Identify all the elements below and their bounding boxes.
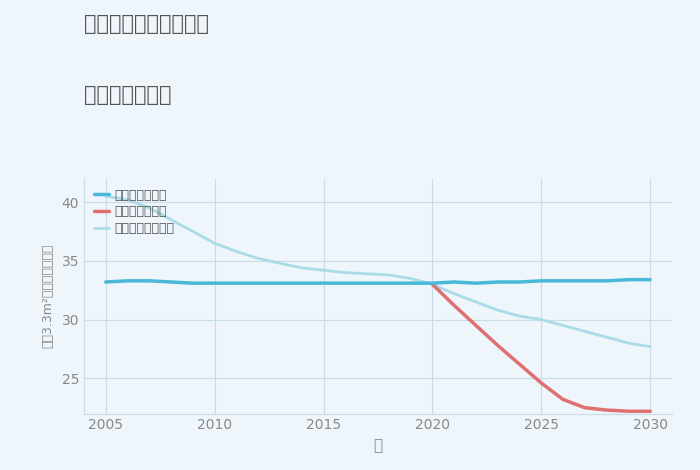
ノーマルシナリオ	[232, 249, 241, 254]
グッドシナリオ	[494, 279, 502, 285]
グッドシナリオ	[624, 277, 633, 282]
グッドシナリオ	[123, 278, 132, 284]
グッドシナリオ	[450, 279, 459, 285]
Y-axis label: 坪（3.3m²）単価（万円）: 坪（3.3m²）単価（万円）	[42, 244, 55, 348]
バッドシナリオ	[450, 303, 459, 308]
グッドシナリオ	[254, 280, 262, 286]
グッドシナリオ	[472, 280, 480, 286]
グッドシナリオ	[319, 280, 328, 286]
ノーマルシナリオ	[428, 282, 437, 287]
Line: バッドシナリオ: バッドシナリオ	[433, 284, 650, 411]
バッドシナリオ	[581, 405, 589, 411]
ノーマルシナリオ	[646, 344, 654, 350]
バッドシナリオ	[624, 408, 633, 414]
Line: ノーマルシナリオ: ノーマルシナリオ	[106, 196, 650, 347]
ノーマルシナリオ	[211, 240, 219, 246]
ノーマルシナリオ	[494, 307, 502, 313]
グッドシナリオ	[363, 280, 371, 286]
グッドシナリオ	[385, 280, 393, 286]
ノーマルシナリオ	[472, 299, 480, 305]
グッドシナリオ	[341, 280, 349, 286]
グッドシナリオ	[407, 280, 415, 286]
グッドシナリオ	[145, 278, 153, 284]
グッドシナリオ	[515, 279, 524, 285]
Text: 岐阜県岐阜市天王町の: 岐阜県岐阜市天王町の	[84, 14, 209, 34]
ノーマルシナリオ	[298, 265, 306, 271]
X-axis label: 年: 年	[373, 438, 383, 453]
Line: グッドシナリオ: グッドシナリオ	[106, 280, 650, 283]
グッドシナリオ	[232, 280, 241, 286]
ノーマルシナリオ	[167, 217, 175, 223]
ノーマルシナリオ	[559, 322, 567, 328]
グッドシナリオ	[102, 279, 110, 285]
バッドシナリオ	[428, 282, 437, 287]
バッドシナリオ	[515, 361, 524, 367]
Legend: グッドシナリオ, バッドシナリオ, ノーマルシナリオ: グッドシナリオ, バッドシナリオ, ノーマルシナリオ	[90, 185, 178, 239]
バッドシナリオ	[559, 397, 567, 402]
ノーマルシナリオ	[123, 197, 132, 203]
グッドシナリオ	[276, 280, 284, 286]
グッドシナリオ	[581, 278, 589, 284]
グッドシナリオ	[167, 279, 175, 285]
ノーマルシナリオ	[603, 335, 611, 340]
ノーマルシナリオ	[450, 291, 459, 297]
ノーマルシナリオ	[189, 228, 197, 234]
グッドシナリオ	[211, 280, 219, 286]
Text: 土地の価格推移: 土地の価格推移	[84, 85, 172, 105]
グッドシナリオ	[298, 280, 306, 286]
ノーマルシナリオ	[385, 272, 393, 278]
ノーマルシナリオ	[515, 313, 524, 319]
ノーマルシナリオ	[102, 194, 110, 199]
ノーマルシナリオ	[407, 275, 415, 281]
グッドシナリオ	[428, 280, 437, 286]
ノーマルシナリオ	[537, 317, 545, 322]
ノーマルシナリオ	[254, 256, 262, 261]
ノーマルシナリオ	[581, 329, 589, 334]
ノーマルシナリオ	[276, 260, 284, 266]
バッドシナリオ	[494, 343, 502, 348]
グッドシナリオ	[603, 278, 611, 284]
ノーマルシナリオ	[363, 271, 371, 276]
バッドシナリオ	[537, 380, 545, 386]
グッドシナリオ	[646, 277, 654, 282]
ノーマルシナリオ	[319, 267, 328, 273]
グッドシナリオ	[537, 278, 545, 284]
ノーマルシナリオ	[624, 340, 633, 346]
バッドシナリオ	[472, 322, 480, 328]
グッドシナリオ	[189, 280, 197, 286]
ノーマルシナリオ	[145, 205, 153, 211]
ノーマルシナリオ	[341, 270, 349, 275]
グッドシナリオ	[559, 278, 567, 284]
バッドシナリオ	[646, 408, 654, 414]
バッドシナリオ	[603, 407, 611, 413]
